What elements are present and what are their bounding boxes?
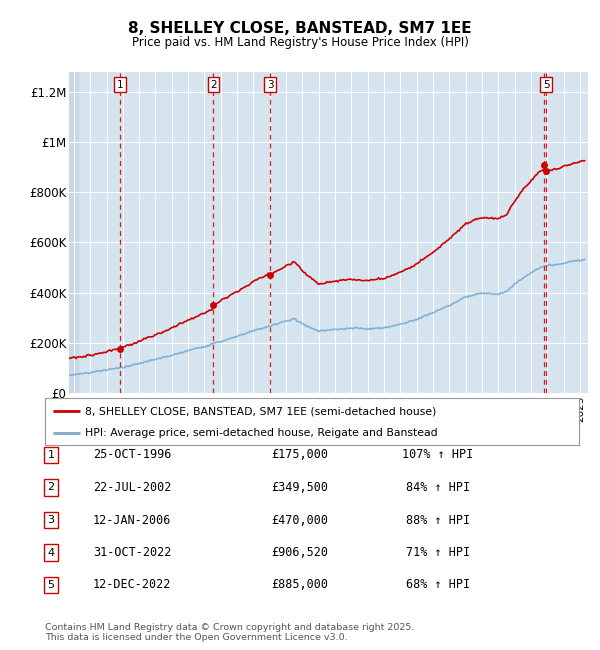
Text: 1: 1 [116, 79, 123, 90]
Text: 2: 2 [210, 79, 217, 90]
Text: £349,500: £349,500 [271, 481, 329, 494]
Text: 25-OCT-1996: 25-OCT-1996 [93, 448, 171, 461]
Text: 5: 5 [543, 79, 550, 90]
Text: 68% ↑ HPI: 68% ↑ HPI [406, 578, 470, 592]
Text: 84% ↑ HPI: 84% ↑ HPI [406, 481, 470, 494]
Text: 1: 1 [47, 450, 55, 460]
Text: 8, SHELLEY CLOSE, BANSTEAD, SM7 1EE: 8, SHELLEY CLOSE, BANSTEAD, SM7 1EE [128, 21, 472, 36]
Text: 88% ↑ HPI: 88% ↑ HPI [406, 514, 470, 526]
Text: £906,520: £906,520 [271, 546, 329, 559]
Text: Contains HM Land Registry data © Crown copyright and database right 2025.
This d: Contains HM Land Registry data © Crown c… [45, 623, 415, 642]
Bar [69, 72, 79, 393]
Text: 12-DEC-2022: 12-DEC-2022 [93, 578, 171, 592]
Text: 5: 5 [47, 580, 55, 590]
Text: 3: 3 [267, 79, 274, 90]
Text: £885,000: £885,000 [271, 578, 329, 592]
Text: Price paid vs. HM Land Registry's House Price Index (HPI): Price paid vs. HM Land Registry's House … [131, 36, 469, 49]
Text: 12-JAN-2006: 12-JAN-2006 [93, 514, 171, 526]
Text: £175,000: £175,000 [271, 448, 329, 461]
Text: 3: 3 [47, 515, 55, 525]
Text: 22-JUL-2002: 22-JUL-2002 [93, 481, 171, 494]
Text: 4: 4 [47, 547, 55, 558]
Text: 2: 2 [47, 482, 55, 493]
Text: 71% ↑ HPI: 71% ↑ HPI [406, 546, 470, 559]
Text: HPI: Average price, semi-detached house, Reigate and Banstead: HPI: Average price, semi-detached house,… [85, 428, 437, 437]
Text: £470,000: £470,000 [271, 514, 329, 526]
Text: 8, SHELLEY CLOSE, BANSTEAD, SM7 1EE (semi-detached house): 8, SHELLEY CLOSE, BANSTEAD, SM7 1EE (sem… [85, 406, 436, 416]
Text: 107% ↑ HPI: 107% ↑ HPI [403, 448, 473, 461]
Text: 31-OCT-2022: 31-OCT-2022 [93, 546, 171, 559]
